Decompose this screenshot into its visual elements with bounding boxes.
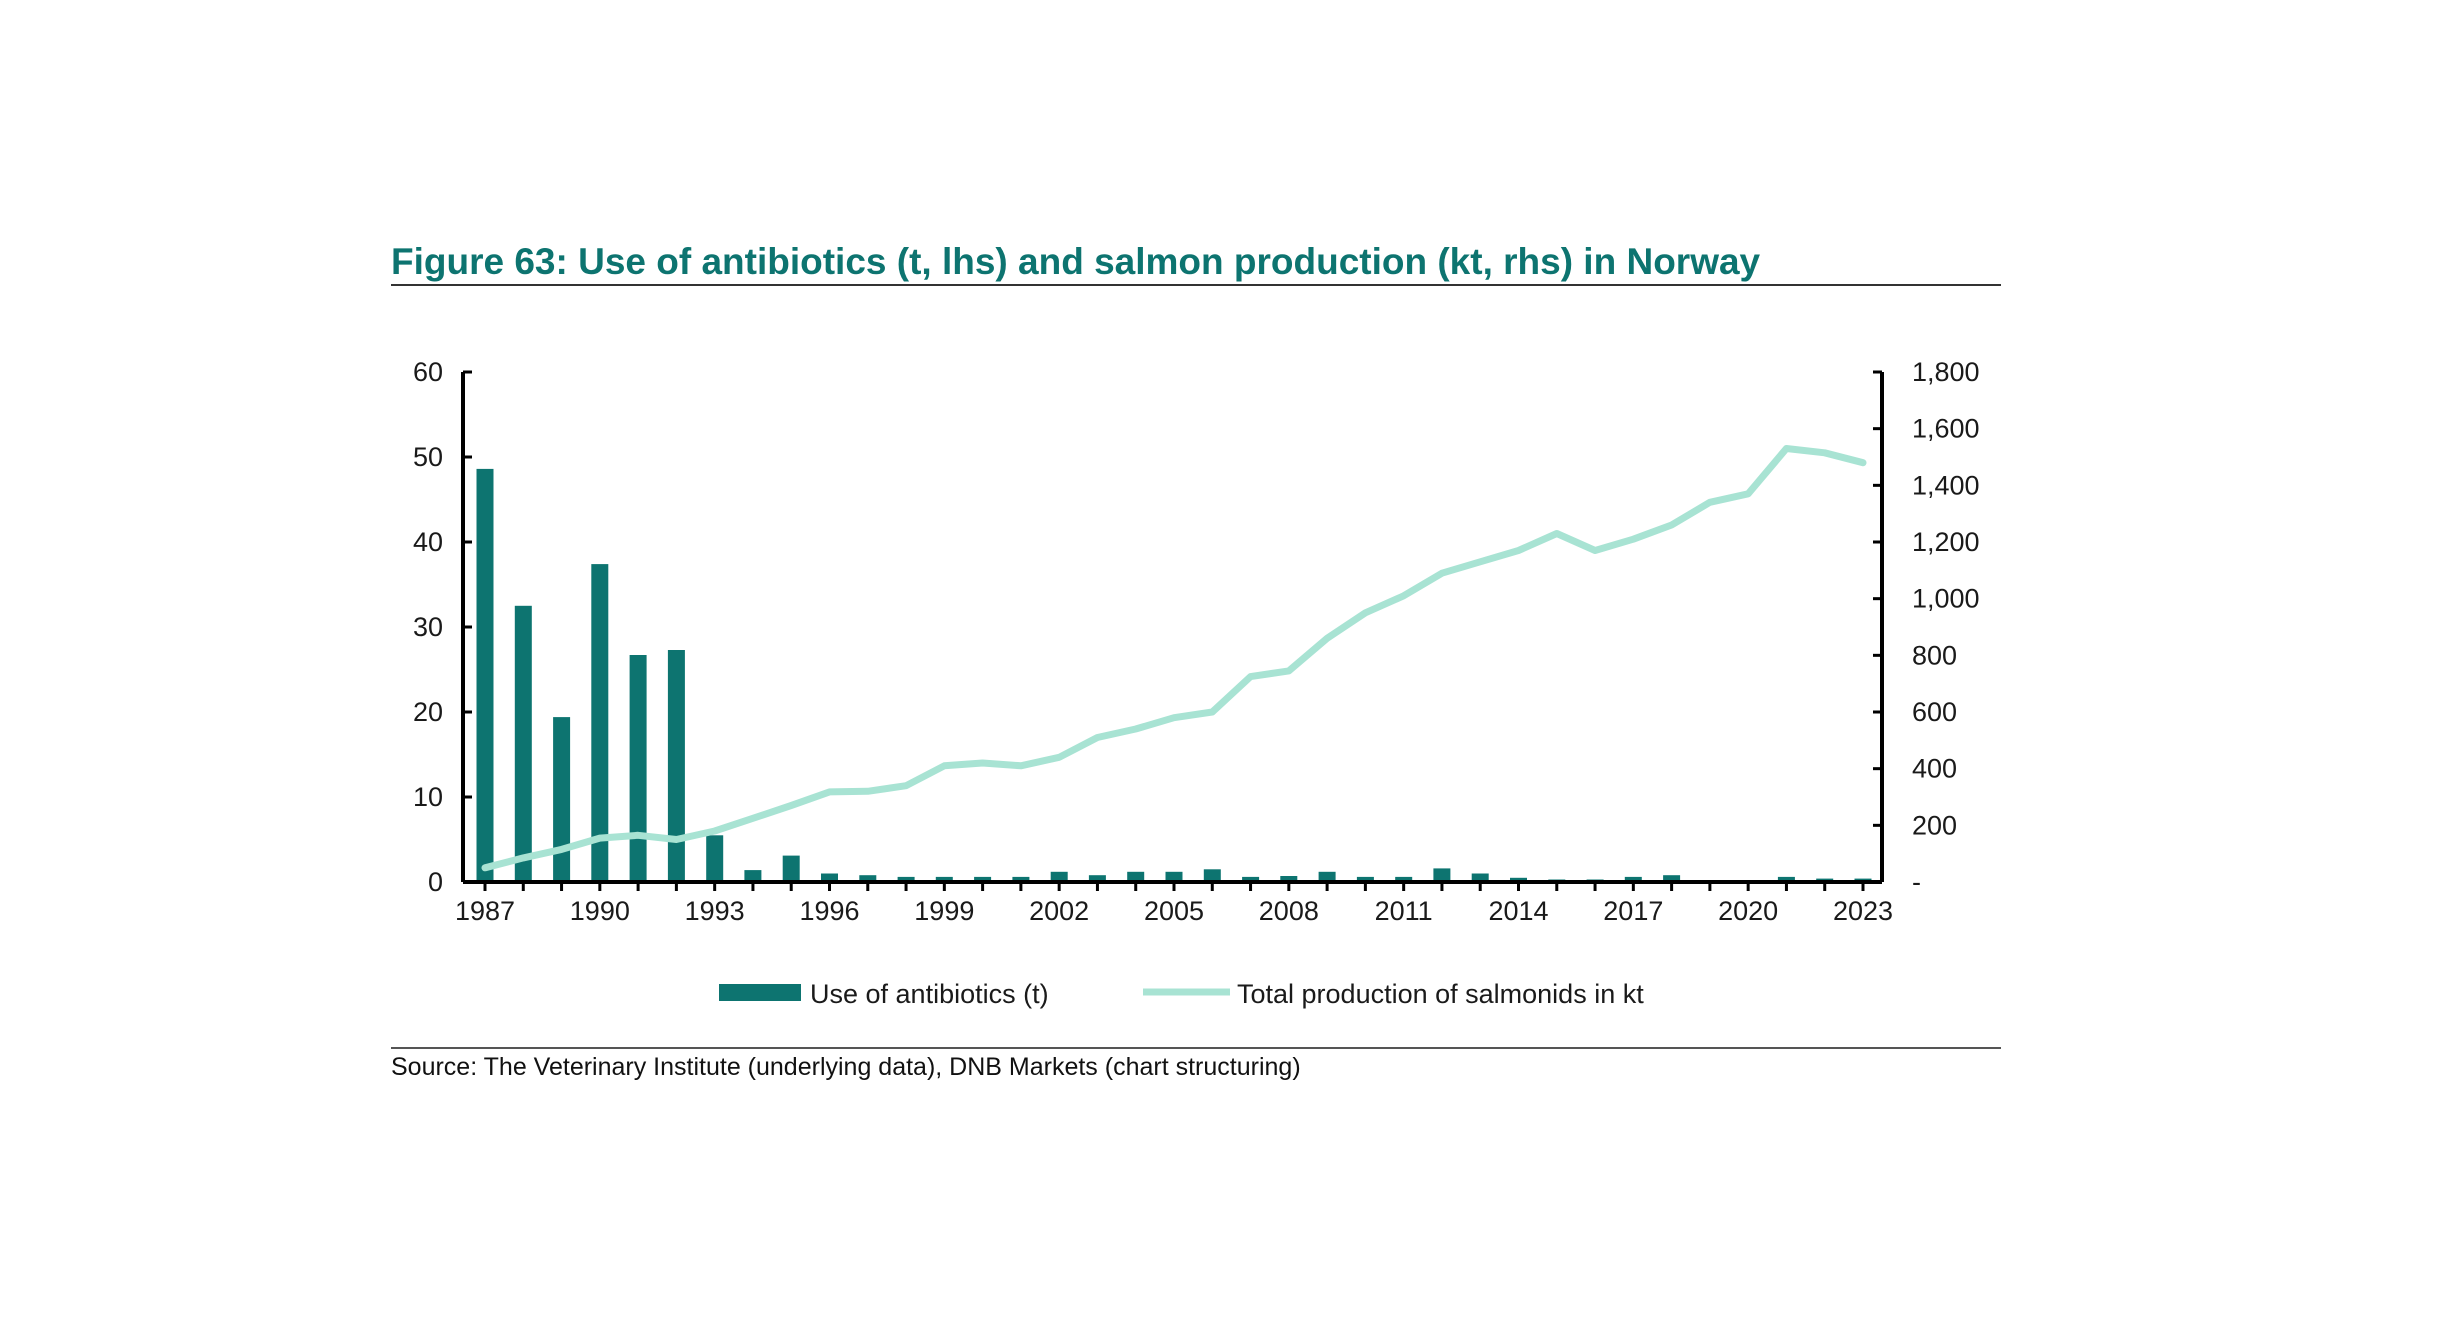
right-tick-label-1800: 1,800	[1912, 357, 1980, 387]
bar-1987	[476, 468, 494, 882]
x-tick-label-2023: 2023	[1833, 896, 1893, 926]
legend-label-production: Total production of salmonids in kt	[1237, 979, 1644, 1009]
bar-2010	[1356, 876, 1374, 882]
x-tick-label-2005: 2005	[1144, 896, 1204, 926]
bar-1997	[859, 875, 877, 882]
bar-1992	[667, 650, 685, 882]
axes: 0 10 20 30 40 50 60 - 200 400 600 800 1,000 1,200 1,40…	[413, 357, 1980, 926]
x-tick-label-2014: 2014	[1488, 896, 1548, 926]
bar-1995	[782, 855, 800, 882]
bar-1990	[591, 564, 609, 882]
bar-1996	[821, 873, 838, 882]
bar-1998	[897, 876, 915, 882]
x-tick-label-1993: 1993	[685, 896, 745, 926]
bar-1991	[629, 655, 647, 882]
bar-1993	[706, 835, 724, 883]
bar-2005	[1165, 871, 1183, 882]
x-tick-label-2008: 2008	[1259, 896, 1319, 926]
bar-1994	[744, 870, 762, 882]
bar-2004	[1127, 871, 1145, 882]
bar-2014	[1510, 877, 1527, 883]
legend-label-antibiotics: Use of antibiotics (t)	[810, 979, 1049, 1009]
bar-2001	[1012, 876, 1030, 882]
right-tick-label-1400: 1,400	[1912, 470, 1980, 500]
source-divider	[391, 1047, 2001, 1049]
right-tick-label-1200: 1,200	[1912, 527, 1980, 557]
bar-2007	[1242, 876, 1260, 882]
x-tick-label-1996: 1996	[799, 896, 859, 926]
left-tick-label-0: 0	[428, 867, 443, 897]
right-tick-label-1000: 1,000	[1912, 584, 1980, 614]
source-note: Source: The Veterinary Institute (underl…	[391, 1053, 1301, 1081]
line-series	[481, 445, 1867, 872]
bar-2009	[1318, 871, 1336, 882]
chart-title: Figure 63: Use of antibiotics (t, lhs) a…	[391, 241, 1761, 282]
left-tick-label-40: 40	[413, 527, 443, 557]
bar-2013	[1471, 873, 1489, 882]
left-tick-label-30: 30	[413, 612, 443, 642]
right-tick-label-600: 600	[1912, 697, 1957, 727]
production-line	[481, 445, 1867, 872]
x-tick-label-1987: 1987	[455, 896, 515, 926]
x-tick-label-1990: 1990	[570, 896, 630, 926]
right-tick-label-0: -	[1912, 867, 1921, 897]
left-tick-label-20: 20	[413, 697, 443, 727]
bar-2011	[1395, 876, 1413, 882]
title-divider	[391, 284, 2001, 286]
x-tick-label-1999: 1999	[914, 896, 974, 926]
x-tick-label-2002: 2002	[1029, 896, 1089, 926]
right-tick-label-800: 800	[1912, 640, 1957, 670]
bar-2012	[1433, 868, 1451, 882]
bar-2008	[1280, 876, 1298, 882]
x-tick-label-2020: 2020	[1718, 896, 1778, 926]
right-tick-label-1600: 1,600	[1912, 414, 1980, 444]
left-tick-label-60: 60	[413, 357, 443, 387]
x-tick-label-2011: 2011	[1375, 896, 1433, 926]
bar-2006	[1203, 869, 1221, 883]
left-tick-label-50: 50	[413, 442, 443, 472]
bar-2002	[1050, 871, 1068, 882]
bar-2000	[974, 876, 992, 882]
right-tick-label-400: 400	[1912, 754, 1957, 784]
bar-1999	[935, 876, 953, 882]
legend: Use of antibiotics (t) Total production …	[719, 979, 1644, 1009]
bar-1988	[514, 605, 532, 883]
bar-2018	[1663, 875, 1681, 882]
bar-1989	[553, 717, 571, 882]
x-tick-label-2017: 2017	[1603, 896, 1663, 926]
bar-2017	[1624, 876, 1642, 882]
legend-swatch-antibiotics	[719, 984, 801, 1001]
left-tick-label-10: 10	[413, 782, 443, 812]
bars-series	[476, 468, 1872, 883]
bar-2021	[1777, 876, 1795, 882]
right-tick-label-200: 200	[1912, 810, 1957, 840]
bar-2003	[1088, 875, 1106, 882]
